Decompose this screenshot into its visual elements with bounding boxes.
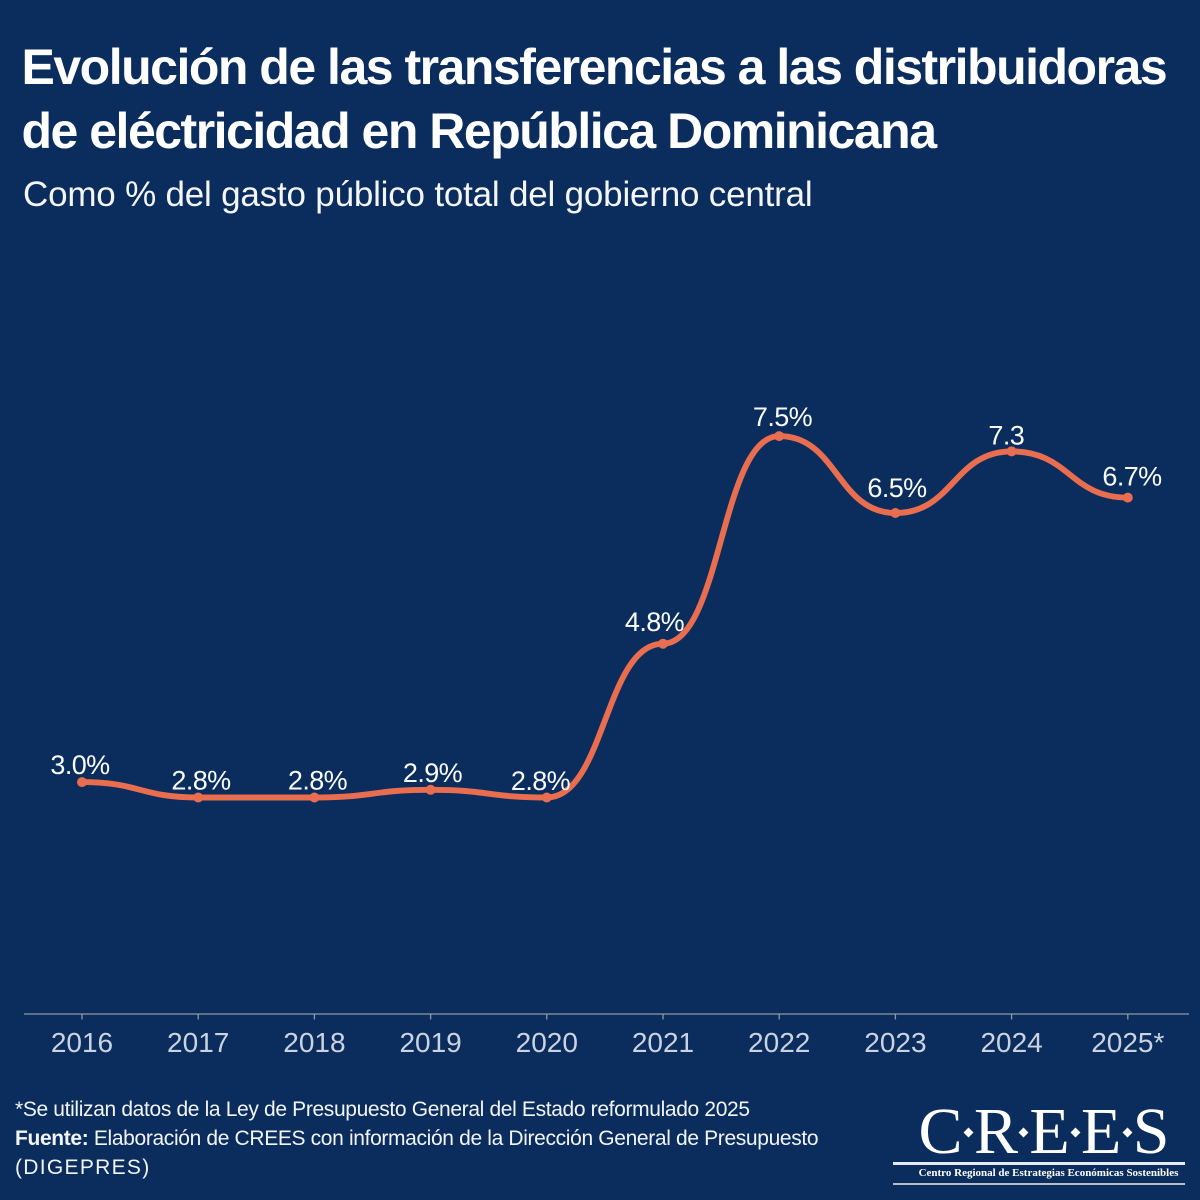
svg-text:2020: 2020: [516, 1027, 578, 1058]
svg-text:2019: 2019: [399, 1027, 461, 1058]
svg-text:3.0%: 3.0%: [50, 750, 110, 780]
svg-text:4.8%: 4.8%: [625, 607, 685, 637]
svg-text:7.3: 7.3: [988, 421, 1024, 451]
svg-text:7.5%: 7.5%: [753, 402, 813, 432]
svg-text:2023: 2023: [864, 1027, 926, 1058]
svg-text:2024: 2024: [980, 1027, 1042, 1058]
svg-text:2022: 2022: [748, 1027, 810, 1058]
svg-text:2017: 2017: [167, 1027, 229, 1058]
svg-text:6.5%: 6.5%: [867, 473, 927, 503]
svg-text:2.8%: 2.8%: [288, 766, 348, 796]
svg-text:6.7%: 6.7%: [1102, 462, 1162, 492]
svg-text:2021: 2021: [632, 1027, 694, 1058]
svg-text:2.8%: 2.8%: [171, 766, 231, 796]
svg-text:2.9%: 2.9%: [403, 758, 463, 788]
svg-text:2025*: 2025*: [1091, 1027, 1164, 1058]
svg-text:2018: 2018: [283, 1027, 345, 1058]
svg-text:2.8%: 2.8%: [511, 766, 571, 796]
svg-text:2016: 2016: [51, 1027, 113, 1058]
